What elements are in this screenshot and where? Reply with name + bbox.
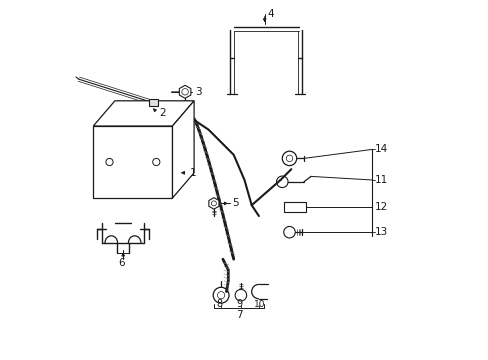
- Text: 2: 2: [159, 108, 165, 118]
- Text: 8: 8: [216, 299, 222, 309]
- Text: 12: 12: [374, 202, 387, 212]
- Polygon shape: [208, 198, 219, 209]
- Text: 14: 14: [374, 144, 387, 154]
- Polygon shape: [179, 85, 190, 98]
- Text: 9: 9: [236, 299, 243, 309]
- Text: 13: 13: [374, 227, 387, 237]
- Text: 11: 11: [374, 175, 387, 185]
- Bar: [284, 202, 305, 212]
- Polygon shape: [172, 101, 194, 198]
- Polygon shape: [93, 101, 194, 126]
- Bar: [93, 126, 172, 198]
- Text: 1: 1: [189, 168, 196, 178]
- Text: 4: 4: [266, 9, 273, 19]
- Text: 7: 7: [235, 310, 242, 320]
- Text: 10: 10: [253, 300, 264, 309]
- Text: 6: 6: [118, 258, 124, 268]
- Text: 3: 3: [194, 87, 201, 97]
- Text: 5: 5: [231, 198, 238, 208]
- Bar: [149, 99, 158, 106]
